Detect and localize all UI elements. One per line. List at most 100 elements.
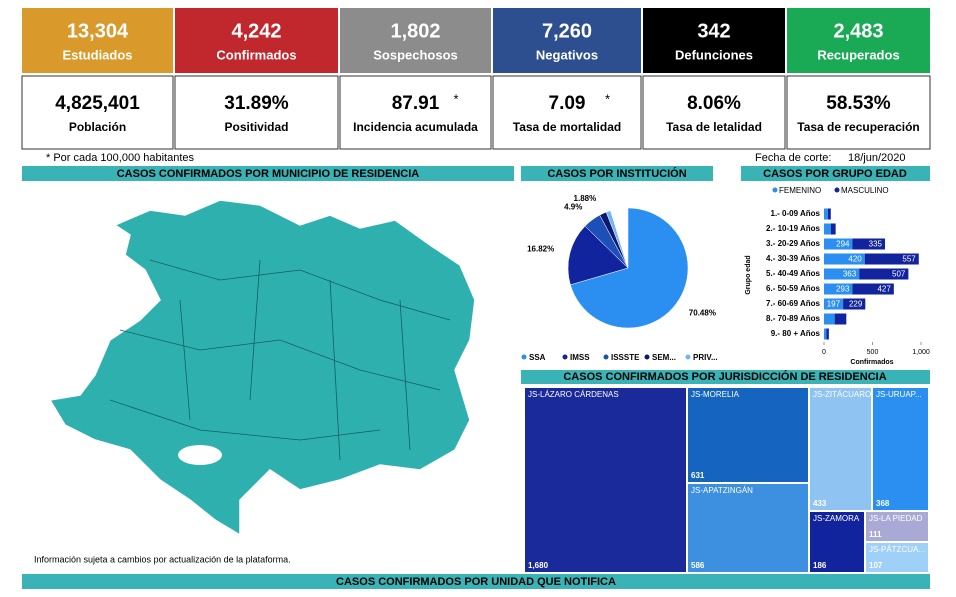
legend-dot [562,354,568,360]
y-tick-label: 3.- 20-29 Años [766,239,820,248]
indicator-mark: * [454,91,459,106]
indicator-value: 31.89% [224,93,289,114]
legend-label: MASCULINO [841,186,889,195]
cell-value: 1,680 [528,561,549,570]
bar [824,283,853,295]
legend-dot [603,354,609,360]
legend-label: SSA [529,353,546,362]
indicator-value: 58.53% [826,93,891,114]
indicator-value: 8.06% [687,93,741,114]
treemap-cell [688,388,808,482]
section-bar [22,166,514,181]
cell-value: 631 [691,471,705,480]
treemap-cell [810,388,871,510]
indicator-card [339,75,492,150]
section-bar [521,370,930,384]
indicator-value: 4,825,401 [55,93,140,114]
y-tick-label: 1.- 0-09 Años [771,209,821,218]
legend-dot [772,187,778,193]
legend-label: IMSS [570,353,590,362]
kpi-card [175,8,338,73]
indicator-label: Tasa de mortalidad [513,120,621,134]
bar-label: 363 [843,270,857,279]
cutoff-label: Fecha de corte: [755,152,831,164]
bar [824,223,831,235]
map-shape [48,199,476,537]
bar-label: 229 [849,300,863,309]
pie-label: 1.88% [574,194,597,203]
kpi-card [643,8,785,73]
section-title: CASOS CONFIRMADOS POR MUNICIPIO DE RESID… [117,168,420,180]
kpi-label: Defunciones [675,47,753,62]
legend-dot [834,187,840,193]
y-tick-label: 2.- 10-19 Años [766,224,820,233]
treemap-cell [525,388,686,572]
bar-label: 557 [902,255,916,264]
kpi-value: 7,260 [542,20,592,42]
section-title: CASOS POR GRUPO EDAD [763,168,907,180]
cell-value: 433 [813,499,827,508]
y-tick-label: 4.- 30-39 Años [766,254,820,263]
map-note: Información sujeta a cambios por actuali… [34,554,291,564]
indicator-card [786,75,931,150]
treemap-cell [810,512,864,572]
kpi-card [22,8,173,73]
y-tick-label: 6.- 50-59 Años [766,284,820,293]
cell-name: JS-ZITÁCUARO [813,390,871,399]
kpi-label: Sospechosos [373,47,458,62]
bar [834,313,847,325]
bar [826,328,829,340]
cell-name: JS-ZAMORA [813,514,860,523]
x-axis-title: Confirmados [850,359,893,366]
indicator-label: Tasa de letalidad [666,120,762,134]
bar [824,208,828,220]
bar [824,328,827,340]
bar [864,253,919,265]
kpi-value: 4,242 [231,20,281,42]
section-bar [22,574,930,589]
kpi-value: 1,802 [390,20,440,42]
kpi-value: 2,483 [833,20,883,42]
cell-value: 368 [876,499,890,508]
bar [824,268,860,280]
indicator-label: Tasa de recuperación [797,120,920,134]
treemap-cell [866,512,928,541]
cell-name: JS-LÁZARO CÁRDENAS [528,390,619,399]
cell-value: 586 [691,561,705,570]
kpi-label: Estudiados [62,47,132,62]
cell-value: 107 [869,561,883,570]
y-tick-label: 8.- 70-89 Años [766,314,820,323]
kpi-label: Confirmados [216,47,296,62]
bar [824,253,865,265]
indicator-value: 7.09 [549,93,586,114]
map [48,199,476,537]
y-tick-label: 7.- 60-69 Años [766,299,820,308]
bar-label: 507 [892,270,906,279]
section-title: CASOS CONFIRMADOS POR JURISDICCIÓN DE RE… [563,370,886,383]
pie-label: 4.9% [564,202,582,211]
bar-label: 427 [877,285,891,294]
footnote: * Por cada 100,000 habitantes [46,152,195,164]
cell-name: JS-PÁTZCUA... [869,545,925,554]
bar [827,208,831,220]
bar-label: 335 [869,240,883,249]
bar-label: 197 [827,300,841,309]
kpi-value: 13,304 [67,20,129,42]
bar [852,283,894,295]
legend-label: ISSSTE [611,353,640,362]
cell-name: JS-URUAP... [876,390,922,399]
bar [859,268,909,280]
indicator-label: Incidencia acumulada [353,120,478,134]
bar [843,298,866,310]
legend-label: SEM... [652,353,676,362]
kpi-value: 342 [697,20,730,42]
indicator-label: Población [69,120,126,134]
kpi-label: Recuperados [817,47,899,62]
bar-label: 293 [836,285,850,294]
kpi-card [787,8,930,73]
x-tick-label: 500 [867,349,879,356]
indicator-card [642,75,786,150]
cell-value: 111 [869,530,882,539]
municipal-borders [109,259,451,461]
